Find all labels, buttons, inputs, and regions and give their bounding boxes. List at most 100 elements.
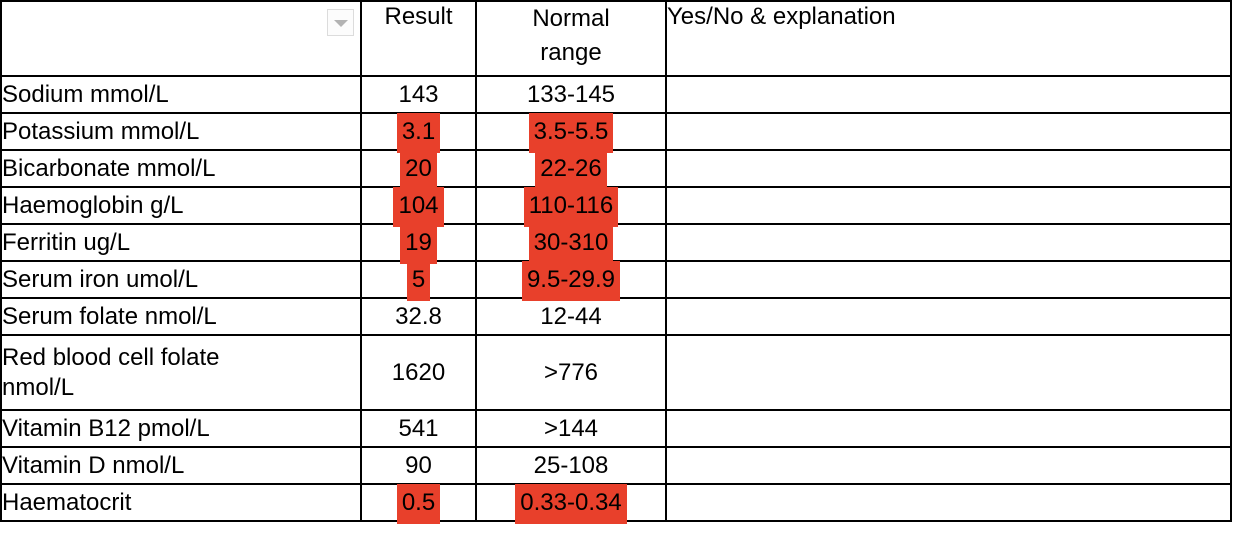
explanation-header-label: Yes/No & explanation bbox=[667, 3, 896, 30]
cell-text: >776 bbox=[543, 358, 599, 386]
normal-range-cell[interactable]: 0.33-0.34 bbox=[475, 483, 667, 524]
result-cell[interactable]: 1620 bbox=[360, 334, 477, 411]
explanation-cell[interactable] bbox=[665, 149, 1232, 188]
table-row: Potassium mmol/L 3.1 3.5-5.5 bbox=[0, 112, 1232, 153]
test-name-cell[interactable]: Vitamin B12 pmol/L bbox=[0, 409, 362, 448]
highlighted-value: 110-116 bbox=[523, 186, 619, 227]
test-name-cell[interactable]: Serum folate nmol/L bbox=[0, 297, 362, 336]
filter-dropdown-button[interactable] bbox=[327, 9, 354, 36]
cell-text: Bicarbonate mmol/L bbox=[2, 154, 216, 182]
result-cell[interactable]: 20 bbox=[360, 149, 477, 190]
normal-range-cell[interactable]: 133-145 bbox=[475, 75, 667, 114]
cell-text: Haematocrit bbox=[2, 488, 132, 516]
table-row: Ferritin ug/L 19 30-310 bbox=[0, 223, 1232, 264]
test-name-cell[interactable]: Haemoglobin g/L bbox=[0, 186, 362, 225]
explanation-cell[interactable] bbox=[665, 75, 1232, 114]
result-header-cell[interactable]: Result bbox=[360, 0, 477, 77]
cell-text: 133-145 bbox=[526, 80, 616, 108]
normal-range-cell[interactable]: 22-26 bbox=[475, 149, 667, 190]
highlighted-value: 9.5-29.9 bbox=[521, 260, 621, 301]
explanation-cell[interactable] bbox=[665, 446, 1232, 485]
test-name-cell[interactable]: Red blood cell folate nmol/L bbox=[0, 334, 362, 411]
highlighted-value: 5 bbox=[406, 260, 431, 301]
cell-text: 90 bbox=[405, 451, 432, 479]
test-name-cell[interactable]: Serum iron umol/L bbox=[0, 260, 362, 299]
explanation-cell[interactable] bbox=[665, 260, 1232, 299]
test-name-header-cell[interactable] bbox=[0, 0, 362, 77]
cell-text: 143 bbox=[398, 80, 439, 108]
cell-text: 541 bbox=[398, 414, 439, 442]
result-cell[interactable]: 541 bbox=[360, 409, 477, 448]
normal-range-cell[interactable]: 25-108 bbox=[475, 446, 667, 485]
highlighted-value: 0.5 bbox=[396, 483, 441, 524]
normal-range-cell[interactable]: 9.5-29.9 bbox=[475, 260, 667, 301]
highlighted-value: 20 bbox=[400, 149, 437, 190]
table-row: Serum folate nmol/L 32.8 12-44 bbox=[0, 297, 1232, 336]
table-row: Haematocrit 0.5 0.33-0.34 bbox=[0, 483, 1232, 524]
test-name-cell[interactable]: Bicarbonate mmol/L bbox=[0, 149, 362, 188]
normal-range-cell[interactable]: 12-44 bbox=[475, 297, 667, 336]
normal-range-cell[interactable]: 3.5-5.5 bbox=[475, 112, 667, 153]
cell-text: Red blood cell folate nmol/L bbox=[2, 343, 220, 401]
cell-text: Sodium mmol/L bbox=[2, 80, 169, 108]
cell-text: 25-108 bbox=[533, 451, 609, 479]
cell-text: Vitamin B12 pmol/L bbox=[2, 414, 210, 442]
result-header-label: Result bbox=[384, 3, 453, 30]
explanation-cell[interactable] bbox=[665, 186, 1232, 225]
normal-range-header-label: Normal range bbox=[532, 5, 610, 66]
test-name-cell[interactable]: Sodium mmol/L bbox=[0, 75, 362, 114]
table-row: Sodium mmol/L 143 133-145 bbox=[0, 75, 1232, 114]
explanation-cell[interactable] bbox=[665, 409, 1232, 448]
normal-range-cell[interactable]: 110-116 bbox=[475, 186, 667, 227]
test-name-cell[interactable]: Haematocrit bbox=[0, 483, 362, 522]
chevron-down-icon bbox=[333, 20, 348, 27]
lab-results-table: Result Normal range Yes/No & explanation… bbox=[0, 0, 1232, 524]
test-name-cell[interactable]: Vitamin D nmol/L bbox=[0, 446, 362, 485]
result-cell[interactable]: 5 bbox=[360, 260, 477, 301]
highlighted-value: 104 bbox=[393, 186, 444, 227]
cell-text: 32.8 bbox=[395, 302, 442, 330]
cell-text: Serum folate nmol/L bbox=[2, 302, 217, 330]
normal-range-cell[interactable]: >144 bbox=[475, 409, 667, 448]
highlighted-value: 3.1 bbox=[396, 112, 441, 153]
cell-text: Potassium mmol/L bbox=[2, 117, 200, 145]
normal-range-header-cell[interactable]: Normal range bbox=[475, 0, 667, 77]
table-row: Serum iron umol/L 5 9.5-29.9 bbox=[0, 260, 1232, 301]
table-row: Red blood cell folate nmol/L 1620 >776 bbox=[0, 334, 1232, 411]
highlighted-value: 0.33-0.34 bbox=[515, 483, 627, 524]
normal-range-cell[interactable]: >776 bbox=[475, 334, 667, 411]
cell-text: 12-44 bbox=[540, 302, 602, 330]
result-cell[interactable]: 3.1 bbox=[360, 112, 477, 153]
result-cell[interactable]: 0.5 bbox=[360, 483, 477, 524]
cell-text: >144 bbox=[543, 414, 599, 442]
test-name-cell[interactable]: Potassium mmol/L bbox=[0, 112, 362, 151]
result-cell[interactable]: 143 bbox=[360, 75, 477, 114]
lab-table-body: Sodium mmol/L 143 133-145 Potassium mmol/L 3… bbox=[0, 75, 1232, 524]
table-row: Vitamin B12 pmol/L 541 >144 bbox=[0, 409, 1232, 448]
explanation-cell[interactable] bbox=[665, 334, 1232, 411]
cell-text: Vitamin D nmol/L bbox=[2, 451, 185, 479]
explanation-header-cell[interactable]: Yes/No & explanation bbox=[665, 0, 1232, 77]
explanation-cell[interactable] bbox=[665, 112, 1232, 151]
cell-text: Serum iron umol/L bbox=[2, 265, 199, 293]
explanation-cell[interactable] bbox=[665, 223, 1232, 262]
highlighted-value: 19 bbox=[400, 223, 437, 264]
normal-range-cell[interactable]: 30-310 bbox=[475, 223, 667, 264]
cell-text: Ferritin ug/L bbox=[2, 228, 131, 256]
result-cell[interactable]: 104 bbox=[360, 186, 477, 227]
result-cell[interactable]: 19 bbox=[360, 223, 477, 264]
explanation-cell[interactable] bbox=[665, 483, 1232, 522]
highlighted-value: 30-310 bbox=[528, 223, 614, 264]
table-row: Haemoglobin g/L 104 110-116 bbox=[0, 186, 1232, 227]
cell-text: 1620 bbox=[391, 358, 446, 386]
highlighted-value: 3.5-5.5 bbox=[528, 112, 614, 153]
table-row: Vitamin D nmol/L 90 25-108 bbox=[0, 446, 1232, 485]
header-row: Result Normal range Yes/No & explanation bbox=[0, 0, 1232, 77]
highlighted-value: 22-26 bbox=[535, 149, 607, 190]
explanation-cell[interactable] bbox=[665, 297, 1232, 336]
table-row: Bicarbonate mmol/L 20 22-26 bbox=[0, 149, 1232, 190]
result-cell[interactable]: 32.8 bbox=[360, 297, 477, 336]
test-name-cell[interactable]: Ferritin ug/L bbox=[0, 223, 362, 262]
result-cell[interactable]: 90 bbox=[360, 446, 477, 485]
